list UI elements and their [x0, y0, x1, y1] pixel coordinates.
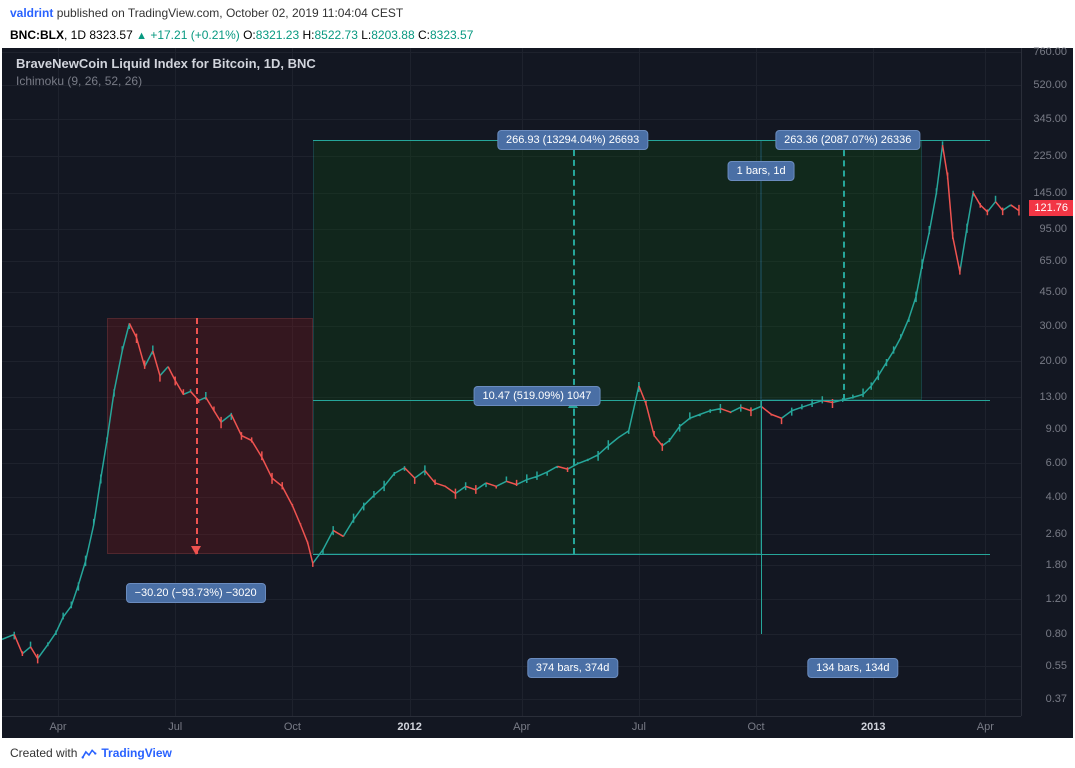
- rise1-top-label: 266.93 (13294.04%) 26693: [497, 130, 648, 150]
- y-tick: 520.00: [1033, 79, 1067, 91]
- rise1-mid-label: 10.47 (519.09%) 1047: [474, 386, 601, 406]
- current-price-badge: 121.76: [1029, 200, 1073, 216]
- last-price: 8323.57: [89, 28, 132, 42]
- x-tick: Apr: [49, 721, 66, 733]
- ohlc-l: 8203.88: [371, 28, 414, 42]
- tradingview-logo: TradingView: [101, 746, 171, 760]
- indicator-label: Ichimoku (9, 26, 52, 26): [16, 74, 142, 88]
- up-arrow-icon: ▲: [136, 30, 147, 42]
- bars2-label: 134 bars, 134d: [807, 658, 898, 678]
- y-tick: 0.37: [1046, 693, 1067, 705]
- x-axis: Apr Jul Oct 2012 Apr Jul Oct 2013 Apr: [2, 716, 1021, 738]
- header-published: valdrint published on TradingView.com, O…: [0, 0, 1075, 26]
- y-tick: 1.20: [1046, 593, 1067, 605]
- ohlc-bar: BNC:BLX, 1D 8323.57 ▲ +17.21 (+0.21%) O:…: [0, 26, 1075, 48]
- y-tick: 145.00: [1033, 187, 1067, 199]
- chart-area[interactable]: BraveNewCoin Liquid Index for Bitcoin, 1…: [2, 48, 1073, 738]
- x-tick: 2013: [861, 721, 885, 733]
- tradingview-icon: [81, 748, 97, 759]
- ohlc-c-label: C:: [418, 28, 430, 42]
- y-tick: 20.00: [1039, 355, 1067, 367]
- chart-title: BraveNewCoin Liquid Index for Bitcoin, 1…: [16, 56, 316, 71]
- symbol-ticker: BNC:BLX: [10, 28, 64, 42]
- y-axis: 121.76 760.00 520.00 345.00 225.00 145.00 95.…: [1021, 48, 1073, 716]
- h-line: [313, 554, 991, 555]
- y-tick: 95.00: [1039, 223, 1067, 235]
- y-tick: 9.00: [1046, 423, 1067, 435]
- ohlc-h-label: H:: [303, 28, 315, 42]
- x-tick: Oct: [284, 721, 301, 733]
- x-tick: Jul: [632, 721, 646, 733]
- plot-area[interactable]: −30.20 (−93.73%) −3020 266.93 (13294.04%)…: [2, 48, 1021, 716]
- ohlc-c: 8323.57: [430, 28, 473, 42]
- y-tick: 760.00: [1033, 46, 1067, 58]
- y-tick: 30.00: [1039, 320, 1067, 332]
- rise2-top-label: 263.36 (2087.07%) 26336: [775, 130, 920, 150]
- y-tick: 345.00: [1033, 113, 1067, 125]
- y-tick: 45.00: [1039, 286, 1067, 298]
- x-tick: Apr: [513, 721, 530, 733]
- decline-label: −30.20 (−93.73%) −3020: [126, 583, 266, 603]
- y-tick: 13.00: [1039, 391, 1067, 403]
- x-tick: 2012: [397, 721, 421, 733]
- ohlc-h: 8522.73: [315, 28, 358, 42]
- v-line: [761, 400, 762, 634]
- x-tick: Jul: [168, 721, 182, 733]
- x-tick: Apr: [977, 721, 994, 733]
- rise1b-arrow: [573, 400, 575, 554]
- x-tick: Oct: [747, 721, 764, 733]
- ohlc-l-label: L:: [361, 28, 371, 42]
- y-tick: 6.00: [1046, 457, 1067, 469]
- interval: 1D: [71, 28, 86, 42]
- decline-arrow: [196, 318, 198, 554]
- footer-credit: Created with TradingView: [0, 738, 1075, 768]
- publish-meta: published on TradingView.com, October 02…: [57, 6, 403, 20]
- decline-arrow-head: [191, 546, 201, 555]
- ohlc-o-label: O:: [243, 28, 256, 42]
- bars1-label: 374 bars, 374d: [527, 658, 618, 678]
- ohlc-o: 8321.23: [256, 28, 299, 42]
- rise1-bars-label: 1 bars, 1d: [728, 161, 795, 181]
- y-tick: 0.80: [1046, 628, 1067, 640]
- change-abs: +17.21: [150, 28, 187, 42]
- publisher-user: valdrint: [10, 6, 53, 20]
- y-tick: 2.60: [1046, 528, 1067, 540]
- y-tick: 0.55: [1046, 660, 1067, 672]
- y-tick: 225.00: [1033, 150, 1067, 162]
- y-tick: 1.80: [1046, 559, 1067, 571]
- y-tick: 4.00: [1046, 491, 1067, 503]
- y-tick: 65.00: [1039, 255, 1067, 267]
- created-with-label: Created with: [10, 746, 77, 760]
- change-pct: (+0.21%): [191, 28, 240, 42]
- rise2-arrow: [843, 140, 845, 400]
- h-line: [313, 400, 991, 401]
